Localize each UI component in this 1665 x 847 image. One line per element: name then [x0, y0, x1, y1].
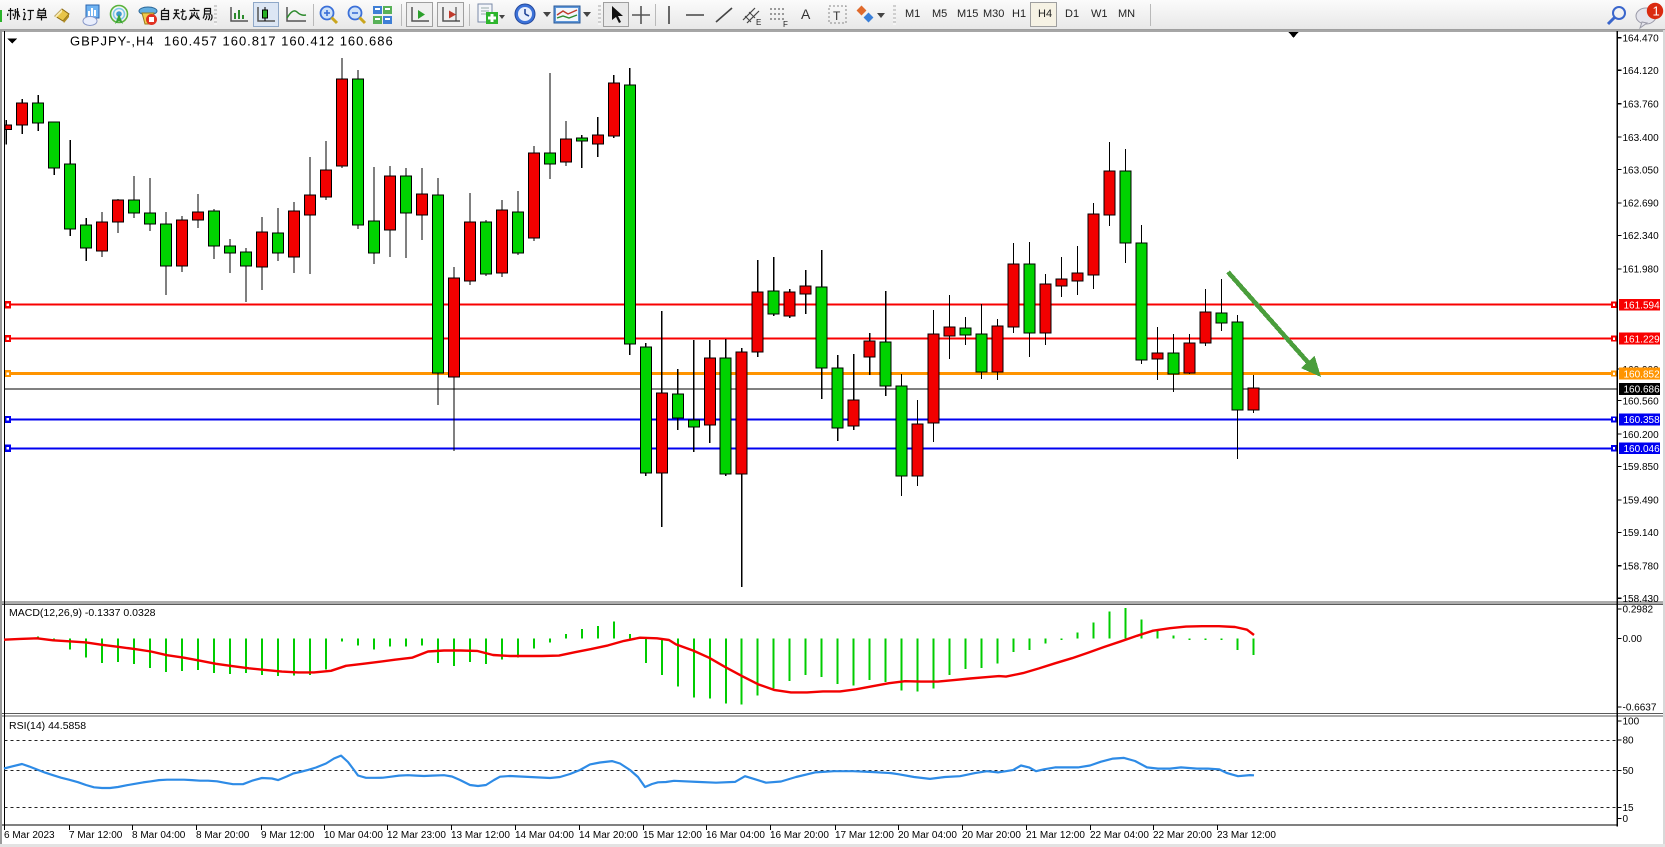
svg-text:163.050: 163.050	[1623, 165, 1660, 176]
svg-text:13 Mar 12:00: 13 Mar 12:00	[451, 830, 510, 841]
svg-text:0.2982: 0.2982	[1623, 605, 1654, 616]
svg-text:GBPJPY-,H4 160.457 160.817 16: GBPJPY-,H4 160.457 160.817 160.412 160.6…	[70, 34, 394, 49]
svg-text:160.200: 160.200	[1623, 430, 1660, 441]
svg-text:160.686: 160.686	[1624, 385, 1661, 396]
svg-text:21 Mar 12:00: 21 Mar 12:00	[1026, 830, 1085, 841]
svg-text:158.780: 158.780	[1623, 562, 1660, 573]
svg-text:162.690: 162.690	[1623, 199, 1660, 210]
svg-text:80: 80	[1623, 736, 1635, 747]
svg-text:164.120: 164.120	[1623, 66, 1660, 77]
svg-text:159.850: 159.850	[1623, 462, 1660, 473]
svg-text:22 Mar 04:00: 22 Mar 04:00	[1090, 830, 1149, 841]
svg-text:17 Mar 12:00: 17 Mar 12:00	[835, 830, 894, 841]
svg-text:F: F	[783, 20, 788, 28]
svg-text:50: 50	[1623, 766, 1635, 777]
svg-text:1: 1	[1653, 4, 1660, 19]
svg-text:100: 100	[1623, 717, 1640, 728]
svg-text:22 Mar 20:00: 22 Mar 20:00	[1153, 830, 1212, 841]
svg-text:9 Mar 12:00: 9 Mar 12:00	[261, 830, 315, 841]
svg-text:16 Mar 20:00: 16 Mar 20:00	[770, 830, 829, 841]
svg-text:7 Mar 12:00: 7 Mar 12:00	[69, 830, 123, 841]
svg-text:E: E	[756, 18, 761, 27]
svg-text:14 Mar 20:00: 14 Mar 20:00	[579, 830, 638, 841]
svg-text:163.760: 163.760	[1623, 99, 1660, 110]
svg-text:10 Mar 04:00: 10 Mar 04:00	[324, 830, 383, 841]
svg-text:15: 15	[1623, 803, 1635, 814]
svg-text:14 Mar 04:00: 14 Mar 04:00	[515, 830, 574, 841]
svg-text:RSI(14) 44.5858: RSI(14) 44.5858	[9, 720, 86, 732]
svg-text:-0.6637: -0.6637	[1623, 703, 1657, 714]
svg-text:23 Mar 12:00: 23 Mar 12:00	[1217, 830, 1276, 841]
svg-text:0.00: 0.00	[1623, 634, 1643, 645]
svg-text:15 Mar 12:00: 15 Mar 12:00	[643, 830, 702, 841]
svg-text:20 Mar 20:00: 20 Mar 20:00	[962, 830, 1021, 841]
svg-text:161.980: 161.980	[1623, 265, 1660, 276]
svg-text:159.490: 159.490	[1623, 496, 1660, 507]
svg-text:MACD(12,26,9) -0.1337 0.0328: MACD(12,26,9) -0.1337 0.0328	[9, 607, 156, 619]
svg-text:0: 0	[1623, 814, 1629, 825]
svg-text:159.140: 159.140	[1623, 528, 1660, 539]
svg-text:160.046: 160.046	[1624, 444, 1661, 455]
svg-text:8 Mar 20:00: 8 Mar 20:00	[196, 830, 250, 841]
svg-text:20 Mar 04:00: 20 Mar 04:00	[898, 830, 957, 841]
svg-text:8 Mar 04:00: 8 Mar 04:00	[132, 830, 186, 841]
svg-text:12 Mar 23:00: 12 Mar 23:00	[387, 830, 446, 841]
svg-text:160.852: 160.852	[1624, 369, 1661, 380]
svg-text:161.229: 161.229	[1624, 334, 1661, 345]
svg-text:160.358: 160.358	[1624, 415, 1661, 426]
svg-text:6 Mar 2023: 6 Mar 2023	[4, 830, 55, 841]
svg-text:158.430: 158.430	[1623, 594, 1660, 605]
svg-text:162.340: 162.340	[1623, 231, 1660, 242]
svg-text:161.594: 161.594	[1624, 300, 1661, 311]
svg-text:163.400: 163.400	[1623, 133, 1660, 144]
svg-text:T: T	[833, 9, 841, 23]
svg-text:16 Mar 04:00: 16 Mar 04:00	[706, 830, 765, 841]
svg-text:160.560: 160.560	[1623, 396, 1660, 407]
svg-text:164.470: 164.470	[1623, 34, 1660, 45]
